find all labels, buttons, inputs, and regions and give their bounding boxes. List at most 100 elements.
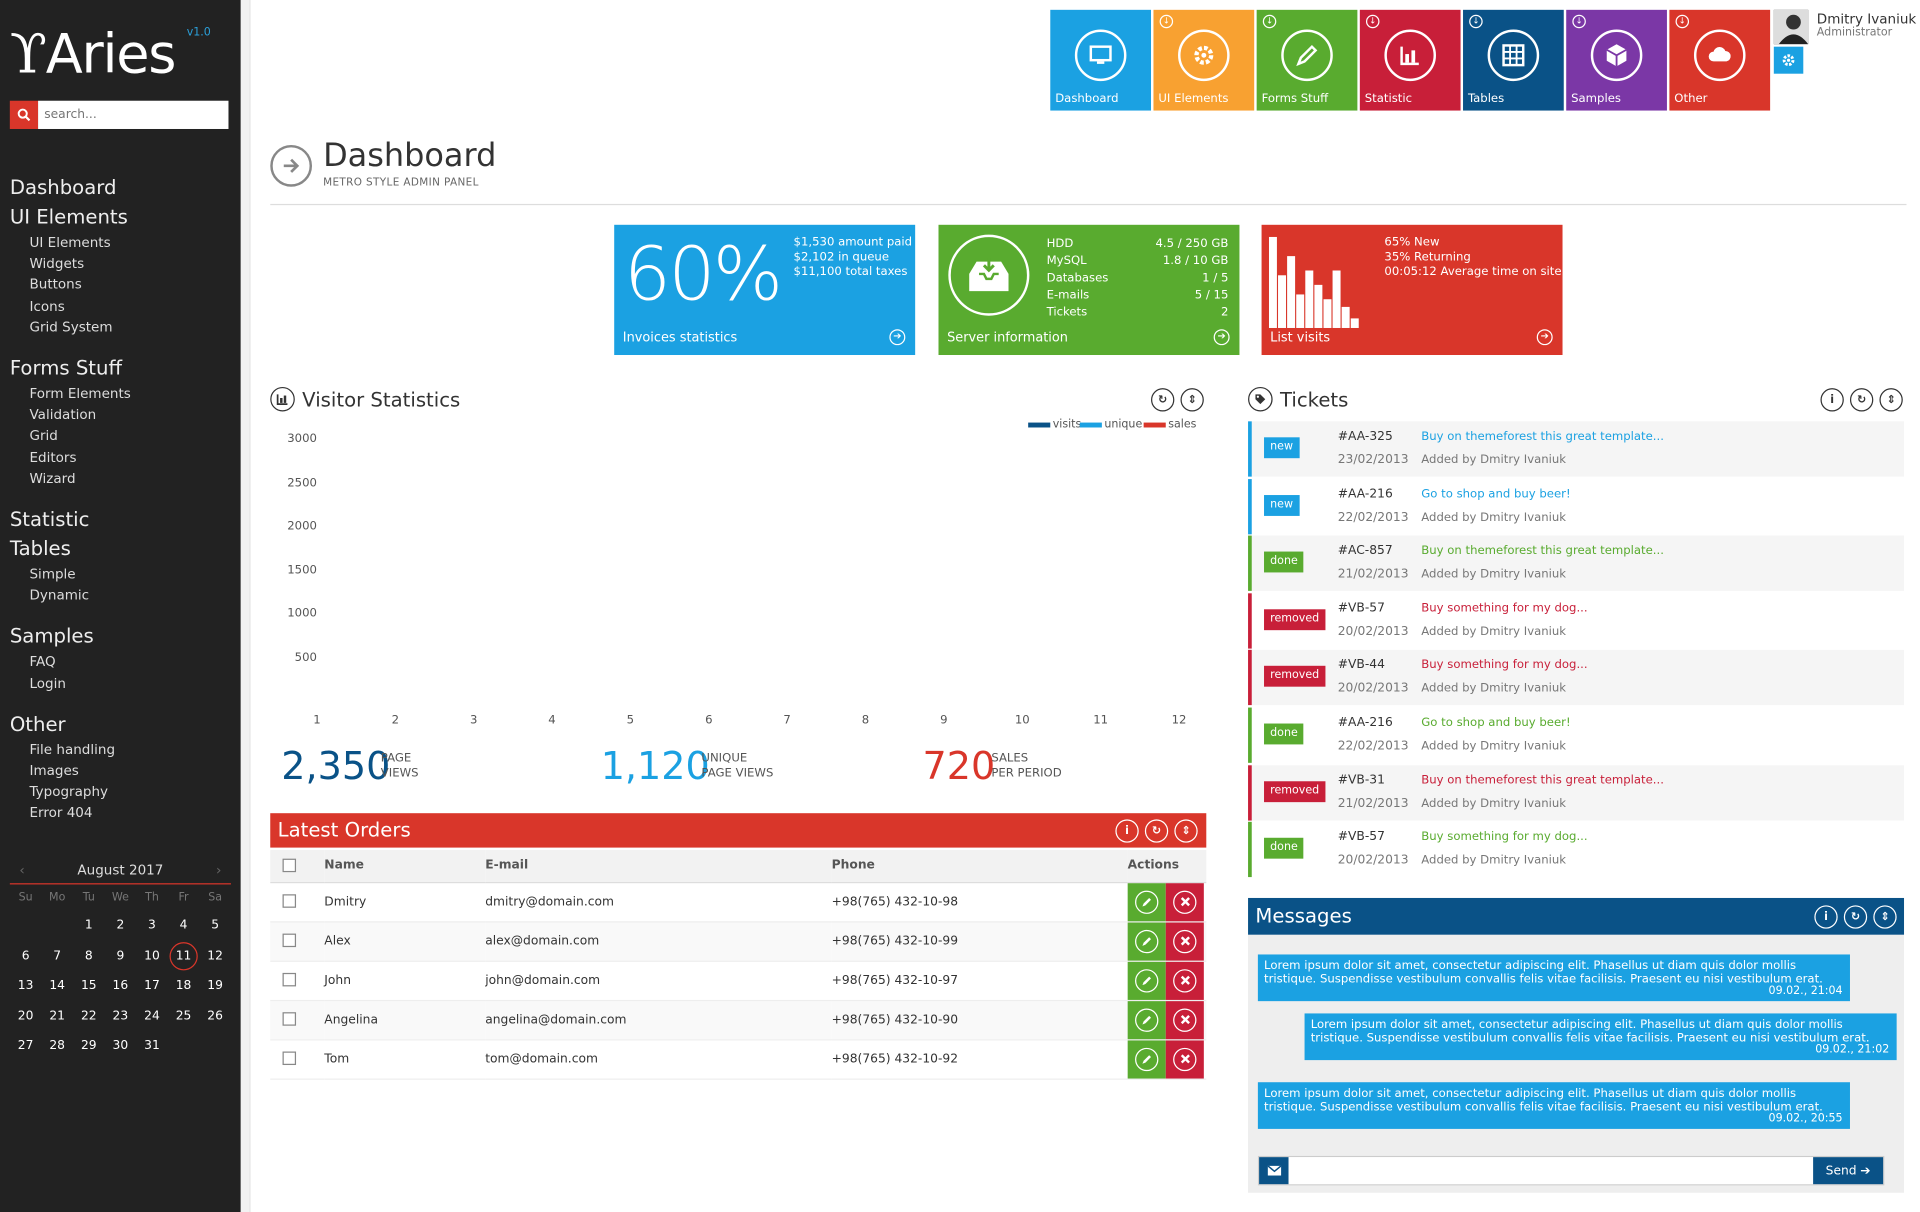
nav-item-error-404[interactable]: Error 404 xyxy=(29,805,93,822)
arrow-right-icon[interactable]: ➔ xyxy=(1213,329,1230,346)
nav-group-dashboard[interactable]: Dashboard xyxy=(9,175,117,200)
delete-button[interactable] xyxy=(1165,961,1204,1000)
nav-group-tables[interactable]: Tables xyxy=(9,536,71,561)
nav-item-dynamic[interactable]: Dynamic xyxy=(29,587,90,604)
calendar-day[interactable]: 15 xyxy=(80,979,97,993)
ticket-item[interactable]: removed #VB-44 20/02/2013 Buy something for… xyxy=(1248,650,1905,706)
nav-item-validation[interactable]: Validation xyxy=(29,406,97,423)
nav-item-editors[interactable]: Editors xyxy=(29,449,77,466)
calendar-day[interactable]: 19 xyxy=(207,979,223,993)
row-checkbox[interactable] xyxy=(282,894,297,909)
row-checkbox[interactable] xyxy=(282,1051,297,1066)
ticket-title-link[interactable]: Buy on themeforest this great template..… xyxy=(1421,544,1664,558)
ticket-title-link[interactable]: Buy on themeforest this great template..… xyxy=(1421,773,1664,787)
calendar-next-button[interactable]: › xyxy=(215,862,222,879)
row-checkbox[interactable] xyxy=(282,973,297,987)
tile-forms-stuff[interactable]: ↓ Forms Stuff xyxy=(1256,9,1358,111)
info-icon[interactable]: i xyxy=(1820,388,1844,412)
collapse-icon[interactable]: ⇕ xyxy=(1873,905,1897,929)
calendar-day[interactable]: 26 xyxy=(207,1009,223,1023)
ticket-item[interactable]: done #AC-857 21/02/2013 Buy on themeforest … xyxy=(1248,535,1905,592)
ticket-title-link[interactable]: Buy something for my dog... xyxy=(1421,601,1588,616)
nav-item-login[interactable]: Login xyxy=(29,675,66,692)
tile-tables[interactable]: ↓ Tables xyxy=(1463,9,1564,111)
calendar-day[interactable]: 7 xyxy=(53,948,62,963)
edit-button[interactable] xyxy=(1127,882,1166,921)
nav-item-faq[interactable]: FAQ xyxy=(29,653,56,670)
refresh-icon[interactable]: ↻ xyxy=(1144,819,1169,843)
message-input[interactable] xyxy=(1288,1157,1814,1185)
refresh-icon[interactable]: ↻ xyxy=(1849,388,1874,412)
calendar-day[interactable]: 27 xyxy=(17,1039,34,1053)
nav-item-buttons[interactable]: Buttons xyxy=(29,276,82,293)
nav-item-icons[interactable]: Icons xyxy=(29,298,65,314)
ticket-item[interactable]: done #AA-216 22/02/2013 Go to shop and buy … xyxy=(1248,707,1905,763)
delete-button[interactable] xyxy=(1165,882,1204,921)
nav-item-wizard[interactable]: Wizard xyxy=(29,470,76,487)
row-checkbox[interactable] xyxy=(282,933,297,948)
nav-group-samples[interactable]: Samples xyxy=(9,624,94,648)
refresh-icon[interactable]: ↻ xyxy=(1151,388,1175,412)
search-input[interactable] xyxy=(38,100,229,129)
calendar-day[interactable]: 2 xyxy=(116,918,125,933)
edit-button[interactable] xyxy=(1127,1000,1166,1039)
delete-button[interactable] xyxy=(1165,1000,1204,1039)
settings-button[interactable] xyxy=(1773,46,1804,74)
ticket-item[interactable]: new #AA-325 23/02/2013 Buy on themeforest t… xyxy=(1248,421,1905,477)
calendar-day[interactable]: 25 xyxy=(175,1009,192,1023)
calendar-day[interactable]: 3 xyxy=(148,918,156,933)
search-icon[interactable] xyxy=(9,100,39,129)
collapse-icon[interactable]: ⇕ xyxy=(1174,819,1198,843)
calendar-day[interactable]: 12 xyxy=(207,948,223,963)
nav-group-ui-elements[interactable]: UI Elements xyxy=(9,205,128,229)
calendar-day[interactable]: 1 xyxy=(84,918,93,933)
calendar-day[interactable]: 18 xyxy=(175,979,192,993)
arrow-right-icon[interactable]: ➔ xyxy=(1536,329,1553,346)
calendar-today[interactable]: 11 xyxy=(168,941,200,972)
edit-button[interactable] xyxy=(1127,921,1166,960)
tile-dashboard[interactable]: Dashboard xyxy=(1050,9,1152,111)
calendar-day[interactable]: 16 xyxy=(112,979,129,993)
tile-samples[interactable]: ↓ Samples xyxy=(1566,9,1667,111)
calendar-day[interactable]: 17 xyxy=(144,979,160,993)
calendar-prev-button[interactable]: ‹ xyxy=(19,862,25,879)
ticket-item[interactable]: done #VB-57 20/02/2013 Buy something for my… xyxy=(1248,822,1905,878)
ticket-item[interactable]: removed #VB-31 21/02/2013 Buy on themefores… xyxy=(1248,764,1905,821)
calendar-day[interactable]: 10 xyxy=(144,948,160,963)
nav-item-grid[interactable]: Grid xyxy=(29,427,58,444)
info-icon[interactable]: i xyxy=(1814,905,1838,929)
calendar-day[interactable]: 5 xyxy=(211,918,220,933)
avatar[interactable] xyxy=(1773,9,1809,45)
ticket-item[interactable]: new #AA-216 22/02/2013 Go to shop and buy b… xyxy=(1248,478,1905,534)
ticket-item[interactable]: removed #VB-57 20/02/2013 Buy something for… xyxy=(1248,593,1905,649)
nav-group-forms-stuff[interactable]: Forms Stuff xyxy=(9,356,123,380)
refresh-icon[interactable]: ↻ xyxy=(1843,905,1868,929)
calendar-day[interactable]: 24 xyxy=(144,1009,160,1023)
delete-button[interactable] xyxy=(1165,921,1204,960)
ticket-title-link[interactable]: Buy on themeforest this great template..… xyxy=(1421,429,1664,444)
calendar-day[interactable]: 29 xyxy=(80,1039,97,1053)
nav-item-file-handling[interactable]: File handling xyxy=(29,741,116,758)
calendar-day[interactable]: 14 xyxy=(49,979,66,993)
calendar-day[interactable]: 28 xyxy=(49,1039,66,1053)
nav-item-simple[interactable]: Simple xyxy=(29,566,76,583)
nav-group-other[interactable]: Other xyxy=(9,712,66,736)
logo[interactable]: ϒAries xyxy=(9,23,177,86)
nav-item-typography[interactable]: Typography xyxy=(29,783,109,800)
info-icon[interactable]: i xyxy=(1115,819,1139,843)
nav-group-statistic[interactable]: Statistic xyxy=(9,507,90,531)
tile-ui-elements[interactable]: ↓ UI Elements xyxy=(1153,9,1255,111)
ticket-title-link[interactable]: Go to shop and buy beer! xyxy=(1421,716,1571,730)
calendar-day[interactable]: 13 xyxy=(17,979,34,993)
ticket-title-link[interactable]: Go to shop and buy beer! xyxy=(1421,487,1571,501)
nav-item-images[interactable]: Images xyxy=(29,762,79,779)
delete-button[interactable] xyxy=(1165,1039,1204,1078)
collapse-icon[interactable]: ⇕ xyxy=(1879,388,1903,412)
nav-item-grid-system[interactable]: Grid System xyxy=(29,319,113,336)
calendar-day[interactable]: 20 xyxy=(17,1009,34,1023)
arrow-right-icon[interactable]: ➔ xyxy=(889,329,906,346)
edit-button[interactable] xyxy=(1127,961,1166,1000)
edit-button[interactable] xyxy=(1127,1039,1166,1078)
calendar-day[interactable]: 22 xyxy=(80,1009,97,1023)
calendar-day[interactable]: 6 xyxy=(21,948,30,963)
